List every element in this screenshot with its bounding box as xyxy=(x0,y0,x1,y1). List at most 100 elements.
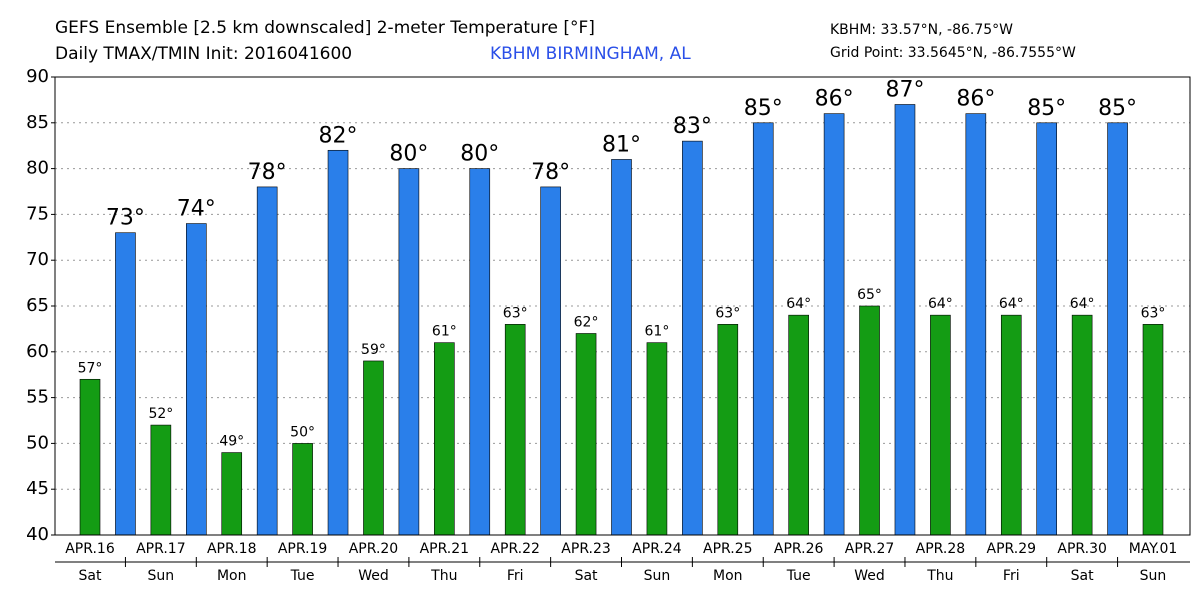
bar xyxy=(788,314,809,536)
bar xyxy=(434,342,455,536)
y-tick-label: 90 xyxy=(26,66,49,87)
x-weekday-label: Fri xyxy=(1003,568,1020,584)
y-tick-label: 70 xyxy=(26,249,49,270)
y-tick-label: 50 xyxy=(26,432,49,453)
x-tick-label: APR.29 xyxy=(987,541,1037,557)
data-label: 64° xyxy=(1070,296,1095,312)
location: KBHM BIRMINGHAM, AL xyxy=(490,44,691,64)
x-tick-label: MAY.01 xyxy=(1129,541,1178,557)
data-label: 78° xyxy=(248,160,287,185)
plot-frame xyxy=(54,76,1191,536)
x-tick-label: APR.22 xyxy=(490,541,540,557)
y-tick-label: 85 xyxy=(26,112,49,133)
bar xyxy=(186,223,207,536)
bar xyxy=(292,443,313,536)
x-tick-label: APR.16 xyxy=(65,541,115,557)
bar xyxy=(646,342,668,536)
x-weekday-label: Wed xyxy=(854,568,885,584)
x-weekday-label: Mon xyxy=(217,568,247,584)
data-label: 78° xyxy=(531,160,570,185)
chart-title: GEFS Ensemble [2.5 km downscaled] 2-mete… xyxy=(55,18,595,38)
bar xyxy=(150,424,172,536)
x-weekday-label: Thu xyxy=(926,568,953,584)
y-tick-label: 65 xyxy=(26,295,49,316)
x-weekday-label: Tue xyxy=(290,568,315,584)
x-tick-label: APR.19 xyxy=(278,541,328,557)
bar xyxy=(469,168,491,536)
x-weekday-label: Sat xyxy=(575,568,598,584)
bar xyxy=(256,186,278,536)
x-tick-label: APR.27 xyxy=(845,541,895,557)
bar xyxy=(894,104,916,536)
data-label: 81° xyxy=(602,132,641,157)
data-label: 63° xyxy=(1141,305,1166,321)
data-label: 57° xyxy=(78,360,103,376)
bar xyxy=(221,452,243,536)
data-label: 82° xyxy=(319,123,358,148)
bar xyxy=(79,378,101,536)
y-tick-label: 40 xyxy=(26,524,49,545)
bar xyxy=(823,113,845,536)
data-label: 80° xyxy=(389,142,428,167)
data-label: 49° xyxy=(219,434,244,450)
bar xyxy=(363,360,384,536)
x-weekday-label: Thu xyxy=(430,568,457,584)
bar xyxy=(1107,122,1128,536)
data-label: 74° xyxy=(177,197,216,222)
data-label: 80° xyxy=(460,142,499,167)
data-label: 85° xyxy=(1027,96,1066,121)
bar xyxy=(1071,314,1093,536)
data-label: 83° xyxy=(673,114,712,139)
data-label: 64° xyxy=(786,296,811,312)
bar xyxy=(1000,314,1022,536)
y-tick-label: 45 xyxy=(26,478,49,499)
bar xyxy=(575,333,597,536)
station: KBHM: 33.57°N, -86.75°W xyxy=(830,22,1013,38)
data-label: 65° xyxy=(857,287,882,303)
bar xyxy=(115,232,136,536)
x-weekday-label: Sun xyxy=(1140,568,1167,584)
data-label: 73° xyxy=(106,206,145,231)
bar xyxy=(965,113,987,536)
x-tick-label: APR.18 xyxy=(207,541,257,557)
data-label: 52° xyxy=(148,406,173,422)
data-label: 50° xyxy=(290,424,315,440)
bar xyxy=(540,186,561,536)
x-weekday-label: Mon xyxy=(713,568,743,584)
grid-point: Grid Point: 33.5645°N, -86.7555°W xyxy=(830,45,1076,61)
x-weekday-label: Sat xyxy=(79,568,102,584)
bar xyxy=(611,159,632,536)
bar xyxy=(930,314,951,536)
data-label: 87° xyxy=(885,77,924,102)
x-tick-label: APR.23 xyxy=(561,541,611,557)
chart-subtitle: Daily TMAX/TMIN Init: 2016041600 xyxy=(55,44,352,64)
y-tick-label: 75 xyxy=(26,203,49,224)
bar xyxy=(504,324,526,536)
bar xyxy=(859,305,880,536)
x-tick-label: APR.17 xyxy=(136,541,186,557)
y-tick-label: 60 xyxy=(26,341,49,362)
y-tick-label: 55 xyxy=(26,387,49,408)
data-label: 59° xyxy=(361,342,386,358)
x-tick-label: APR.26 xyxy=(774,541,824,557)
x-weekday-label: Sun xyxy=(644,568,671,584)
bar xyxy=(327,149,349,536)
x-tick-label: APR.20 xyxy=(349,541,399,557)
x-tick-label: APR.25 xyxy=(703,541,753,557)
data-label: 85° xyxy=(1098,96,1137,121)
x-tick-label: APR.24 xyxy=(632,541,682,557)
data-label: 61° xyxy=(645,324,670,340)
bar xyxy=(1142,324,1164,536)
bar xyxy=(717,324,739,536)
x-weekday-label: Sun xyxy=(148,568,175,584)
bar xyxy=(1036,122,1057,536)
data-label: 86° xyxy=(815,87,854,112)
data-label: 61° xyxy=(432,324,457,340)
data-label: 86° xyxy=(956,87,995,112)
data-label: 64° xyxy=(928,296,953,312)
data-label: 63° xyxy=(503,305,528,321)
x-tick-label: APR.28 xyxy=(916,541,966,557)
x-weekday-label: Fri xyxy=(507,568,524,584)
data-label: 85° xyxy=(744,96,783,121)
